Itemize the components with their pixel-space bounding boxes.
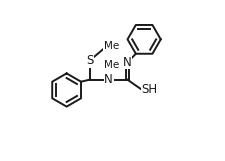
Text: SH: SH [141, 83, 158, 96]
Text: N: N [123, 56, 132, 69]
Text: N: N [104, 73, 113, 86]
Text: Me: Me [104, 42, 119, 52]
Text: S: S [86, 54, 93, 67]
Text: Me: Me [104, 61, 119, 71]
